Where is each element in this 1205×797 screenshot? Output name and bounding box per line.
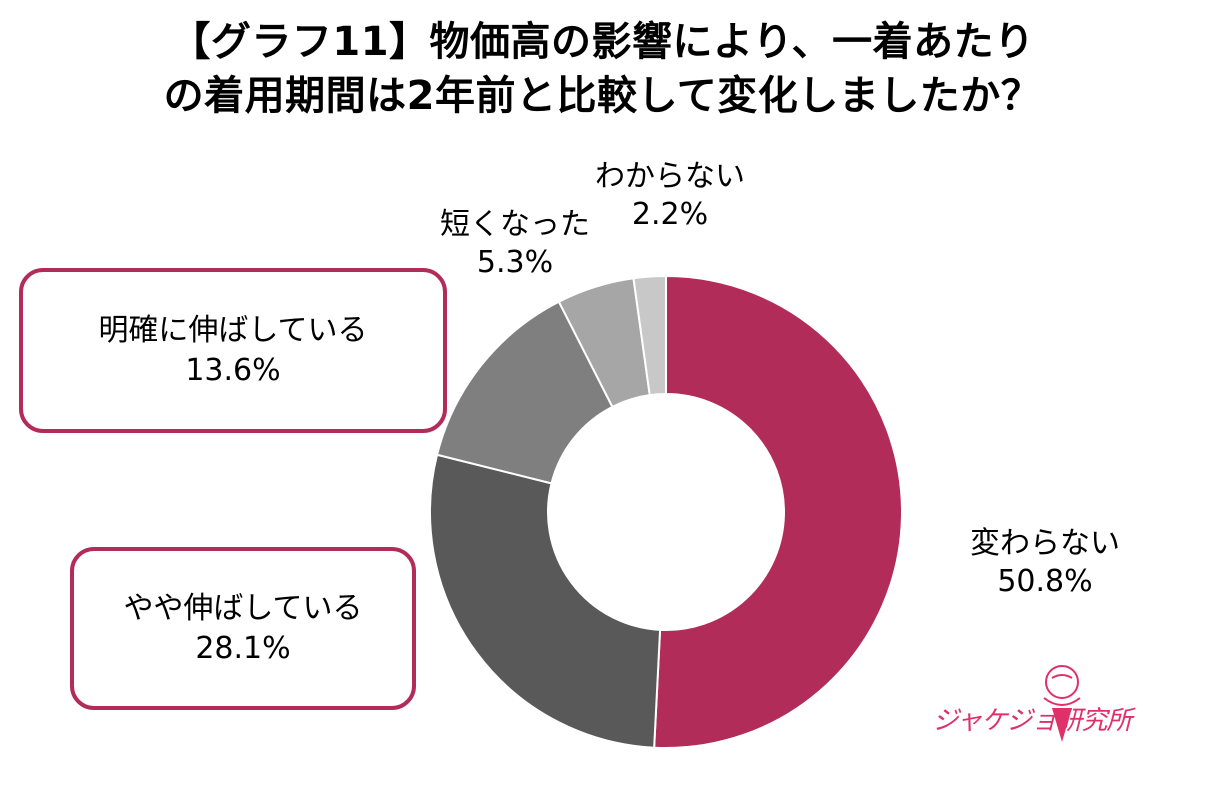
- slice-label-unchanged: 変わらない 50.8%: [955, 525, 1135, 601]
- slice-category-unknown: わからない: [595, 159, 745, 194]
- slice-category-unchanged: 変わらない: [970, 526, 1120, 561]
- slice-label-unknown: わからない 2.2%: [570, 158, 770, 234]
- slice-category-slightly-longer: やや伸ばしている: [123, 590, 363, 626]
- slice-label-shorter: 短くなった 5.3%: [410, 206, 620, 282]
- callout-slightly-longer: やや伸ばしている 28.1%: [70, 547, 416, 710]
- slice-value-slightly-longer: 28.1%: [195, 630, 291, 666]
- slice-unknown: [632, 274, 667, 397]
- callout-clearly-longer: 明確に伸ばしている 13.6%: [19, 268, 447, 433]
- slice-value-shorter: 5.3%: [476, 245, 554, 280]
- chart-title-line-1: 【グラフ11】物価高の影響により、一着あたり: [170, 19, 1035, 65]
- chart-title-line-2: の着用期間は2年前と比較して変化しましたか？: [163, 73, 1042, 119]
- slice-category-shorter: 短くなった: [440, 207, 590, 242]
- slice-value-clearly-longer: 13.6%: [185, 352, 281, 388]
- jakejo-lab-logo: ジャケジョ研究所: [912, 660, 1152, 750]
- logo-text: ジャケジョ研究所: [932, 706, 1133, 736]
- slice-value-unknown: 2.2%: [631, 197, 709, 232]
- logo-figure-icon: [1043, 665, 1081, 742]
- slice-category-clearly-longer: 明確に伸ばしている: [98, 312, 368, 348]
- slice-slightly-longer: [429, 453, 662, 749]
- slice-unchanged: [653, 274, 903, 749]
- slice-value-unchanged: 50.8%: [997, 564, 1093, 599]
